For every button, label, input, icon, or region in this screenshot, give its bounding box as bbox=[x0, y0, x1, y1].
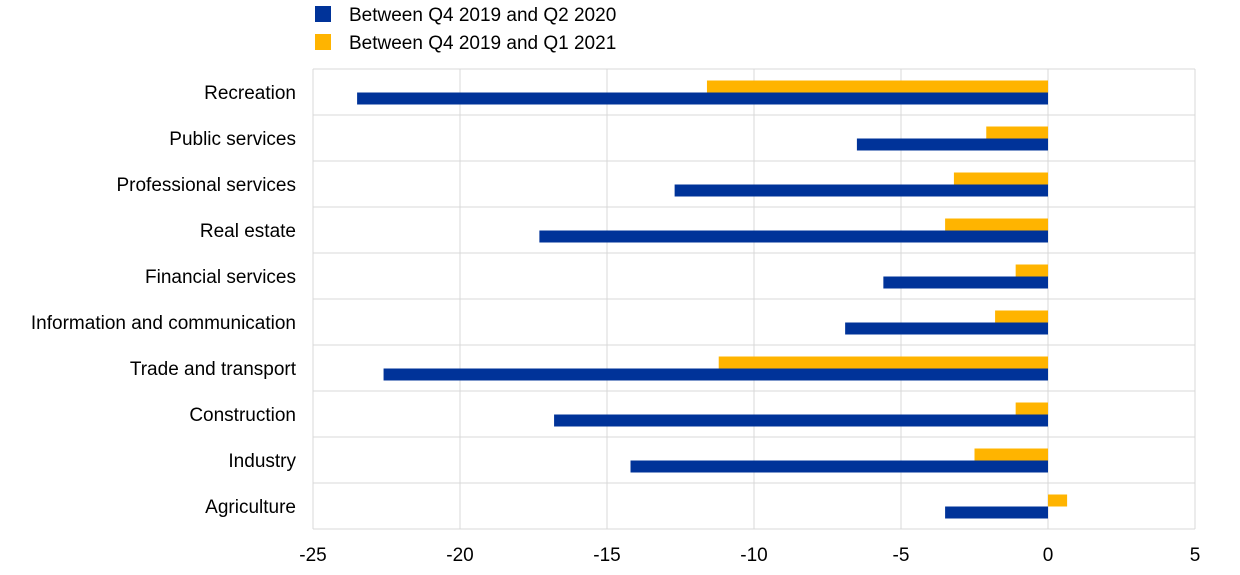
x-tick-label: -15 bbox=[593, 545, 620, 566]
legend-label: Between Q4 2019 and Q1 2021 bbox=[349, 33, 616, 54]
bar-q2-2020-recreation bbox=[357, 92, 1049, 105]
category-label: Construction bbox=[189, 405, 296, 426]
bar-q1-2021-construction bbox=[1015, 402, 1048, 415]
category-label: Recreation bbox=[204, 83, 296, 104]
x-tick-label: -25 bbox=[299, 545, 326, 566]
bar-q1-2021-industry bbox=[974, 448, 1048, 461]
bar-q1-2021-public-services bbox=[986, 126, 1048, 139]
bar-q1-2021-agriculture bbox=[1048, 494, 1068, 507]
bar-q1-2021-real-estate bbox=[945, 218, 1048, 231]
category-label: Industry bbox=[228, 451, 296, 472]
legend: Between Q4 2019 and Q2 2020 Between Q4 20… bbox=[315, 5, 616, 54]
category-label: Real estate bbox=[200, 221, 296, 242]
legend-swatch bbox=[315, 6, 331, 22]
category-label: Trade and transport bbox=[130, 359, 297, 380]
category-label: Professional services bbox=[116, 175, 296, 196]
grid-lines bbox=[312, 68, 1196, 530]
bar-q1-2021-financial-services bbox=[1015, 264, 1048, 277]
bar-q1-2021-recreation bbox=[706, 80, 1048, 93]
bar-q2-2020-agriculture bbox=[945, 506, 1048, 519]
category-label: Financial services bbox=[145, 267, 296, 288]
legend-label: Between Q4 2019 and Q2 2020 bbox=[349, 5, 616, 26]
bar-q1-2021-trade-and-transport bbox=[718, 356, 1048, 369]
x-tick-label: -10 bbox=[740, 545, 767, 566]
bar-q2-2020-construction bbox=[554, 414, 1048, 427]
x-tick-labels: -25 -20 -15 -10 -5 0 5 bbox=[299, 545, 1200, 566]
bar-q2-2020-public-services bbox=[856, 138, 1048, 151]
bar-q1-2021-information-and-communication bbox=[995, 310, 1048, 323]
bar-q2-2020-professional-services bbox=[674, 184, 1048, 197]
bar-q2-2020-financial-services bbox=[883, 276, 1048, 289]
bar-q2-2020-trade-and-transport bbox=[383, 368, 1048, 381]
bar-q2-2020-real-estate bbox=[539, 230, 1048, 243]
bar-q1-2021-professional-services bbox=[953, 172, 1048, 185]
bar-q2-2020-industry bbox=[630, 460, 1048, 473]
x-tick-label: 5 bbox=[1190, 545, 1201, 566]
x-tick-label: -5 bbox=[893, 545, 910, 566]
legend-swatch bbox=[315, 34, 331, 50]
x-tick-label: -20 bbox=[446, 545, 473, 566]
bars bbox=[357, 80, 1068, 519]
x-tick-label: 0 bbox=[1043, 545, 1054, 566]
category-label: Agriculture bbox=[205, 497, 296, 518]
bar-q2-2020-information-and-communication bbox=[845, 322, 1048, 335]
category-label: Information and communication bbox=[31, 313, 296, 334]
category-labels: Recreation Public services Professional se… bbox=[31, 83, 297, 518]
category-label: Public services bbox=[169, 129, 296, 150]
